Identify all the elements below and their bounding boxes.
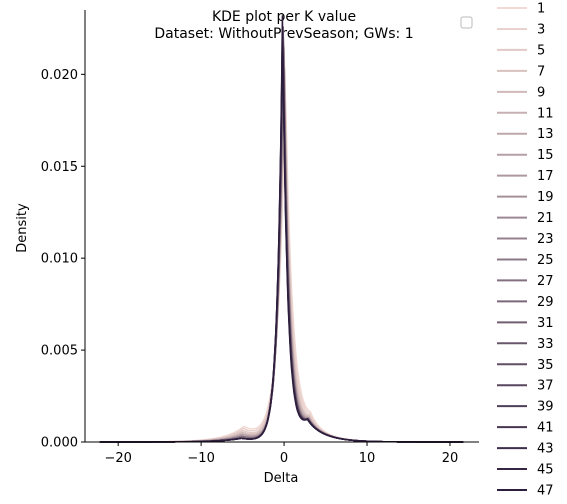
legend-label-27: 27 — [537, 274, 554, 289]
legend-label-37: 37 — [537, 379, 554, 394]
x-tick-label: −10 — [187, 451, 214, 466]
legend-label-11: 11 — [537, 106, 554, 121]
legend-label-35: 35 — [537, 358, 554, 373]
x-tick-label: 10 — [359, 451, 376, 466]
x-axis-label: Delta — [264, 471, 299, 486]
y-axis-label: Density — [15, 203, 30, 253]
x-tick-label: 20 — [442, 451, 459, 466]
x-tick-label: −20 — [104, 451, 131, 466]
empty-legend-box — [460, 16, 473, 29]
legend-label-13: 13 — [537, 127, 554, 142]
legend-label-7: 7 — [537, 64, 545, 79]
series-curves — [99, 15, 464, 443]
legend-label-1: 1 — [537, 2, 545, 17]
axes: −20 −10 0 10 20 0.000 0.005 0.010 0.015 0.020 — [41, 10, 479, 466]
legend-label-31: 31 — [537, 316, 554, 331]
legend-label-29: 29 — [537, 295, 554, 310]
chart-title: KDE plot per K value — [212, 9, 356, 25]
legend: 1357911131517192123252729313335373941434… — [497, 2, 554, 499]
legend-label-25: 25 — [537, 253, 554, 268]
legend-label-5: 5 — [537, 43, 545, 58]
x-tick-label: 0 — [280, 451, 288, 466]
y-tick-label: 0.010 — [41, 252, 78, 267]
y-tick-label: 0.000 — [41, 436, 78, 451]
legend-label-9: 9 — [537, 85, 545, 100]
y-tick-label: 0.020 — [41, 68, 78, 83]
legend-label-39: 39 — [537, 400, 554, 415]
legend-label-47: 47 — [537, 484, 554, 499]
legend-label-45: 45 — [537, 463, 554, 478]
legend-label-41: 41 — [537, 421, 554, 436]
legend-label-17: 17 — [537, 169, 554, 184]
legend-label-43: 43 — [537, 442, 554, 457]
legend-label-23: 23 — [537, 232, 554, 247]
legend-label-15: 15 — [537, 148, 554, 163]
legend-label-33: 33 — [537, 337, 554, 352]
legend-label-3: 3 — [537, 22, 545, 37]
y-tick-label: 0.005 — [41, 344, 78, 359]
legend-label-21: 21 — [537, 211, 554, 226]
y-tick-label: 0.015 — [41, 160, 78, 175]
legend-label-19: 19 — [537, 190, 554, 205]
